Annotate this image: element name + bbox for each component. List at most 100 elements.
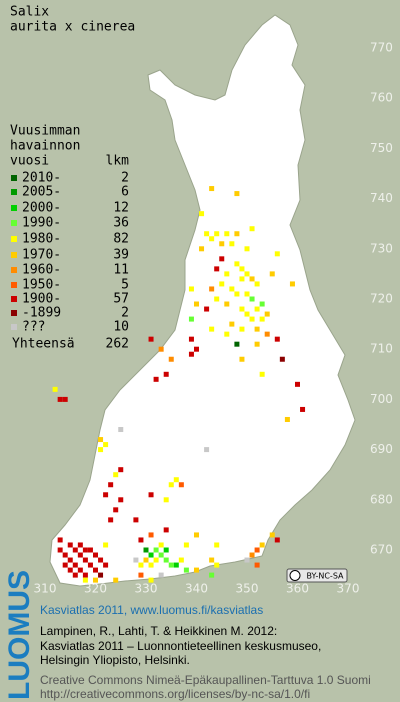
legend-count: 39 xyxy=(113,248,129,263)
grid-square xyxy=(138,537,144,543)
grid-square xyxy=(295,381,300,387)
grid-square xyxy=(234,341,240,347)
grid-square xyxy=(300,406,306,412)
cc-icon xyxy=(289,570,301,581)
license-url[interactable]: http://creativecommons.org/licenses/by-n… xyxy=(40,687,310,701)
grid-square xyxy=(259,371,265,377)
citation: Kasviatlas 2011 – Luonnontieteellinen ke… xyxy=(40,639,321,653)
grid-square xyxy=(138,562,144,568)
grid-square xyxy=(254,326,260,332)
grid-square xyxy=(239,326,245,332)
legend-swatch xyxy=(11,236,17,242)
license-badge-text: BY-NC-SA xyxy=(306,572,344,581)
legend-count: 2 xyxy=(121,171,129,186)
legend-label: 1980- xyxy=(22,232,61,247)
legend-label: 2000- xyxy=(22,201,61,216)
grid-square xyxy=(188,336,194,342)
grid-square xyxy=(72,562,78,568)
grid-square xyxy=(183,542,189,548)
x-grid-label: 320 xyxy=(84,582,107,596)
grid-square xyxy=(209,236,215,242)
grid-square xyxy=(259,316,265,322)
grid-square xyxy=(239,356,245,362)
citation: Helsingin Yliopisto, Helsinki. xyxy=(40,653,190,667)
grid-square xyxy=(199,211,205,217)
grid-square xyxy=(274,251,280,257)
legend-swatch xyxy=(11,310,17,316)
grid-square xyxy=(82,577,88,583)
grid-square xyxy=(239,276,245,282)
grid-square xyxy=(249,296,255,302)
grid-square xyxy=(194,346,199,352)
grid-square xyxy=(249,316,255,322)
grid-square xyxy=(188,316,194,322)
grid-square xyxy=(158,542,164,548)
grid-square xyxy=(67,542,73,548)
grid-square xyxy=(224,271,230,277)
grid-square xyxy=(239,266,245,272)
grid-square xyxy=(148,562,154,568)
grid-square xyxy=(148,336,154,342)
grid-square xyxy=(163,371,169,377)
grid-square xyxy=(153,376,159,382)
x-grid-label: 330 xyxy=(135,582,158,596)
grid-square xyxy=(143,547,149,553)
grid-square xyxy=(163,497,169,503)
grid-square xyxy=(148,492,154,498)
grid-square xyxy=(178,557,184,563)
grid-square xyxy=(103,542,109,548)
legend-count: 6 xyxy=(121,185,129,200)
legend-label: 1900- xyxy=(22,292,61,307)
grid-square xyxy=(72,547,78,553)
x-grid-label: 340 xyxy=(185,582,208,596)
grid-square xyxy=(264,331,270,337)
y-grid-label: 690 xyxy=(370,442,393,456)
grid-square xyxy=(254,341,260,347)
grid-square xyxy=(52,386,58,392)
grid-square xyxy=(133,557,139,563)
grid-square xyxy=(219,241,225,247)
grid-square xyxy=(57,547,63,553)
legend-title: lkm xyxy=(106,154,130,169)
y-grid-label: 750 xyxy=(370,141,393,155)
y-grid-label: 700 xyxy=(370,392,393,406)
grid-square xyxy=(158,346,164,352)
legend-title: vuosi xyxy=(10,154,49,169)
grid-square xyxy=(82,547,88,553)
grid-square xyxy=(209,557,215,563)
legend-swatch xyxy=(11,189,17,195)
grid-square xyxy=(82,572,88,578)
grid-square xyxy=(67,567,73,573)
grid-square xyxy=(163,557,169,563)
grid-square xyxy=(254,547,260,553)
grid-square xyxy=(77,567,83,573)
x-grid-label: 310 xyxy=(34,582,57,596)
legend-count: 82 xyxy=(113,232,129,247)
grid-square xyxy=(153,547,159,553)
grid-square xyxy=(209,572,215,578)
grid-square xyxy=(199,246,205,252)
legend-title: Vuusimman xyxy=(10,124,80,139)
grid-square xyxy=(204,306,210,312)
grid-square xyxy=(269,532,275,538)
grid-square xyxy=(93,567,98,573)
grid-square xyxy=(194,532,199,538)
grid-square xyxy=(219,256,225,262)
grid-square xyxy=(173,477,179,483)
grid-square xyxy=(87,547,93,553)
grid-square xyxy=(168,356,174,362)
legend-label: 2010- xyxy=(22,171,61,186)
grid-square xyxy=(249,552,255,558)
grid-square xyxy=(259,301,265,307)
grid-square xyxy=(57,537,63,543)
y-grid-label: 770 xyxy=(370,41,393,55)
legend-label: ??? xyxy=(22,320,45,335)
atlas-link[interactable]: Kasviatlas 2011, www.luomus.fi/kasviatla… xyxy=(40,603,263,617)
grid-square xyxy=(234,191,240,197)
grid-square xyxy=(279,356,285,362)
legend-total: 262 xyxy=(106,337,129,352)
legend-label: 1990- xyxy=(22,216,61,231)
grid-square xyxy=(249,226,255,232)
grid-square xyxy=(188,286,194,292)
